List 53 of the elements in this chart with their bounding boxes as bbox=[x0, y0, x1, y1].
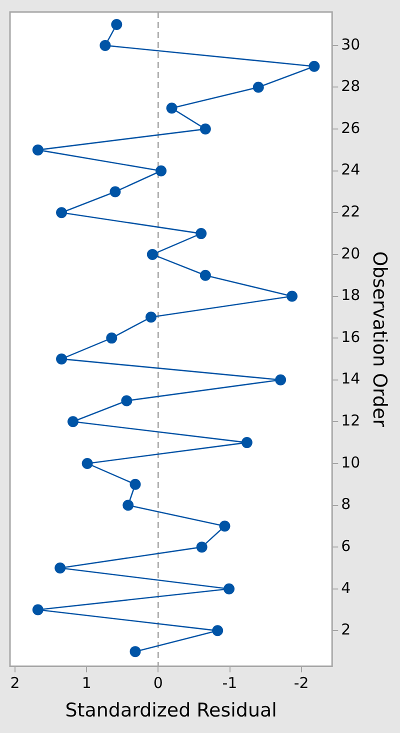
point bbox=[122, 500, 134, 511]
point bbox=[224, 583, 235, 594]
x-tick-label: -1 bbox=[222, 674, 238, 692]
point bbox=[130, 646, 141, 658]
y-tick-label: 10 bbox=[341, 453, 360, 472]
point bbox=[308, 60, 320, 72]
x-tick-label: -2 bbox=[294, 674, 309, 692]
y-tick-label: 30 bbox=[341, 35, 360, 54]
point bbox=[200, 270, 211, 281]
y-tick-label: 16 bbox=[341, 328, 360, 346]
point bbox=[56, 353, 68, 364]
point bbox=[286, 290, 298, 302]
y-tick-label: 22 bbox=[341, 202, 360, 221]
point bbox=[111, 19, 122, 30]
x-tick-label: 2 bbox=[10, 674, 20, 692]
point bbox=[275, 374, 286, 386]
point bbox=[200, 124, 211, 135]
point bbox=[166, 102, 178, 114]
y-tick-label: 12 bbox=[341, 412, 360, 430]
point bbox=[100, 40, 111, 51]
point bbox=[54, 562, 66, 574]
point bbox=[121, 395, 132, 406]
point bbox=[146, 312, 157, 323]
point bbox=[241, 437, 252, 448]
point bbox=[196, 228, 207, 240]
y-tick-label: 14 bbox=[341, 370, 360, 388]
y-tick-label: 26 bbox=[341, 118, 360, 137]
y-axis-title: Observation Order bbox=[368, 251, 391, 428]
point bbox=[56, 207, 68, 218]
y-tick-label: 4 bbox=[341, 578, 351, 597]
point bbox=[219, 520, 230, 532]
y-tick-label: 20 bbox=[341, 244, 360, 262]
x-tick-label: 0 bbox=[153, 674, 163, 692]
point bbox=[106, 332, 118, 344]
y-tick-label: 28 bbox=[341, 77, 360, 96]
point bbox=[82, 458, 93, 469]
y-tick-label: 8 bbox=[341, 495, 351, 514]
point bbox=[252, 82, 264, 93]
point bbox=[67, 416, 78, 428]
point bbox=[146, 248, 158, 260]
point bbox=[130, 478, 141, 490]
y-tick-label: 6 bbox=[341, 536, 351, 555]
y-tick-label: 24 bbox=[341, 160, 360, 179]
point bbox=[110, 186, 121, 198]
point bbox=[32, 604, 44, 616]
point bbox=[212, 625, 224, 636]
x-axis-title: Standardized Residual bbox=[65, 700, 277, 722]
y-tick-label: 18 bbox=[341, 286, 360, 304]
y-tick-label: 2 bbox=[341, 620, 351, 639]
x-tick-label: 1 bbox=[82, 674, 92, 692]
point bbox=[196, 542, 208, 553]
point bbox=[156, 165, 167, 176]
point bbox=[32, 144, 44, 156]
